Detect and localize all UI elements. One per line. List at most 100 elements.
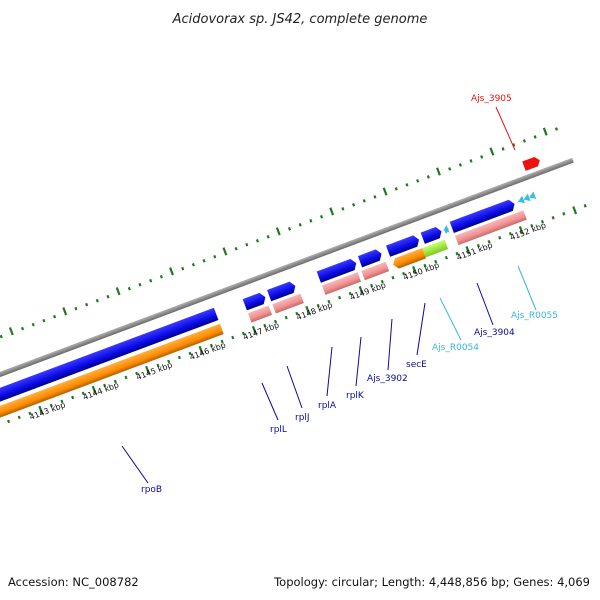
inner-minor-tick [444,255,448,260]
gene-pink-1 [247,305,273,323]
outer-minor-tick [287,227,292,231]
genome-summary-text: Topology: circular; Length: 4,448,856 bp… [273,575,590,589]
gene-label-rpoB[interactable]: rpoB [141,485,162,495]
inner-minor-tick [113,379,117,384]
cds-forward-arrow-6 [420,227,442,244]
inner-minor-tick [81,391,85,396]
outer-minor-tick [234,246,238,251]
inner-minor-tick [370,283,374,288]
outer-minor-tick [319,215,324,219]
inner-minor-tick [17,415,21,420]
trna-arrow-R0055-1 [517,195,525,204]
callout-line-ajs3904 [476,282,494,326]
callout-line-rplA [326,346,333,397]
outer-minor-tick [394,187,398,191]
gene-label-ajs3904[interactable]: Ajs_3904 [474,328,515,338]
inner-tick-row [7,204,587,424]
inner-major-tick [145,365,150,375]
outer-minor-tick [469,159,473,163]
outer-major-tick [8,327,14,336]
inner-minor-tick [487,239,491,244]
callout-line-ajs3905 [495,106,516,151]
callout-line-secE [416,302,426,356]
inner-minor-tick [156,363,160,368]
outer-minor-tick [362,199,366,203]
inner-minor-tick [167,359,171,364]
gene-label-rplA[interactable]: rplA [318,401,337,411]
cds-rpoC-forward [0,307,219,430]
inner-major-tick [251,325,257,335]
inner-major-tick [91,385,97,395]
outer-minor-tick [480,155,484,159]
gene-label-ajsR0054[interactable]: Ajs_R0054 [432,343,479,353]
outer-major-tick [62,307,68,316]
inner-minor-tick [71,395,75,400]
gene-label-ajs3905[interactable]: Ajs_3905 [471,94,512,104]
genome-backbone [0,157,574,408]
outer-minor-tick [31,322,35,327]
inner-major-tick [518,226,524,235]
inner-minor-tick [423,263,427,268]
inner-minor-tick [231,335,235,340]
outer-major-tick [169,267,174,276]
trna-arrow-R0054 [443,225,450,234]
inner-minor-tick [455,251,459,256]
outer-minor-tick [106,294,110,299]
outer-minor-tick [533,135,537,139]
outer-minor-tick [352,203,356,207]
inner-minor-tick [508,231,512,236]
inner-major-tick [572,206,578,215]
gene-label-ajsR0055[interactable]: Ajs_R0055 [511,311,558,321]
inner-minor-tick [540,219,545,224]
inner-minor-tick [60,399,64,404]
outer-minor-tick [53,314,57,319]
outer-major-tick [329,207,335,216]
gene-secE [422,239,449,258]
callout-line-ajsR0054 [439,297,462,341]
outer-major-tick [275,227,281,236]
outer-minor-tick [341,207,345,211]
outer-minor-tick [501,147,505,151]
outer-minor-tick [405,183,409,187]
inner-major-tick [38,405,44,415]
outer-minor-tick [0,334,3,339]
inner-minor-tick [327,299,331,304]
outer-major-tick [115,287,121,296]
outer-major-tick [542,127,548,136]
inner-minor-tick [241,331,246,336]
cds-forward-arrow-5 [385,235,420,257]
gene-label-rplJ[interactable]: rplJ [295,413,310,423]
inner-minor-tick [284,315,288,320]
inner-minor-tick [209,343,213,348]
gene-label-rplK[interactable]: rplK [346,391,365,401]
inner-minor-tick [220,339,224,344]
gene-label-secE[interactable]: secE [406,360,427,370]
inner-major-tick [305,305,311,315]
callout-line-ajs3902 [387,318,393,371]
inner-minor-tick [103,383,107,388]
gene-label-rplL[interactable]: rplL [270,425,287,435]
accession-text: Accession: NC_008782 [8,575,139,589]
outer-minor-tick [522,139,526,143]
inner-minor-tick [263,323,267,328]
gene-labels: rpoB rplL rplJ rplA rplK Ajs_3902 secE A… [141,94,558,495]
outer-major-tick [489,147,495,156]
outer-minor-tick [85,302,89,307]
cds-forward-arrow-3 [316,258,357,283]
outer-minor-tick [426,175,430,179]
outer-minor-tick [191,262,195,267]
gene-label-ajs3902[interactable]: Ajs_3902 [367,374,408,384]
outer-minor-tick [74,306,78,311]
callout-line-rplJ [286,365,303,409]
outer-minor-tick [266,234,270,239]
cds-rpoB-reverse [0,323,224,444]
outer-minor-tick [298,223,302,227]
inner-minor-tick [434,259,438,264]
inner-major-tick [358,285,364,295]
inner-minor-tick [476,243,480,248]
outer-minor-tick [309,219,313,223]
outer-major-tick [382,187,388,196]
map-track-group: 4143 kbp 4144 kbp 4145 kbp 4146 kbp 4147… [0,127,587,444]
outer-minor-tick [202,258,206,263]
inner-minor-tick [7,419,11,424]
